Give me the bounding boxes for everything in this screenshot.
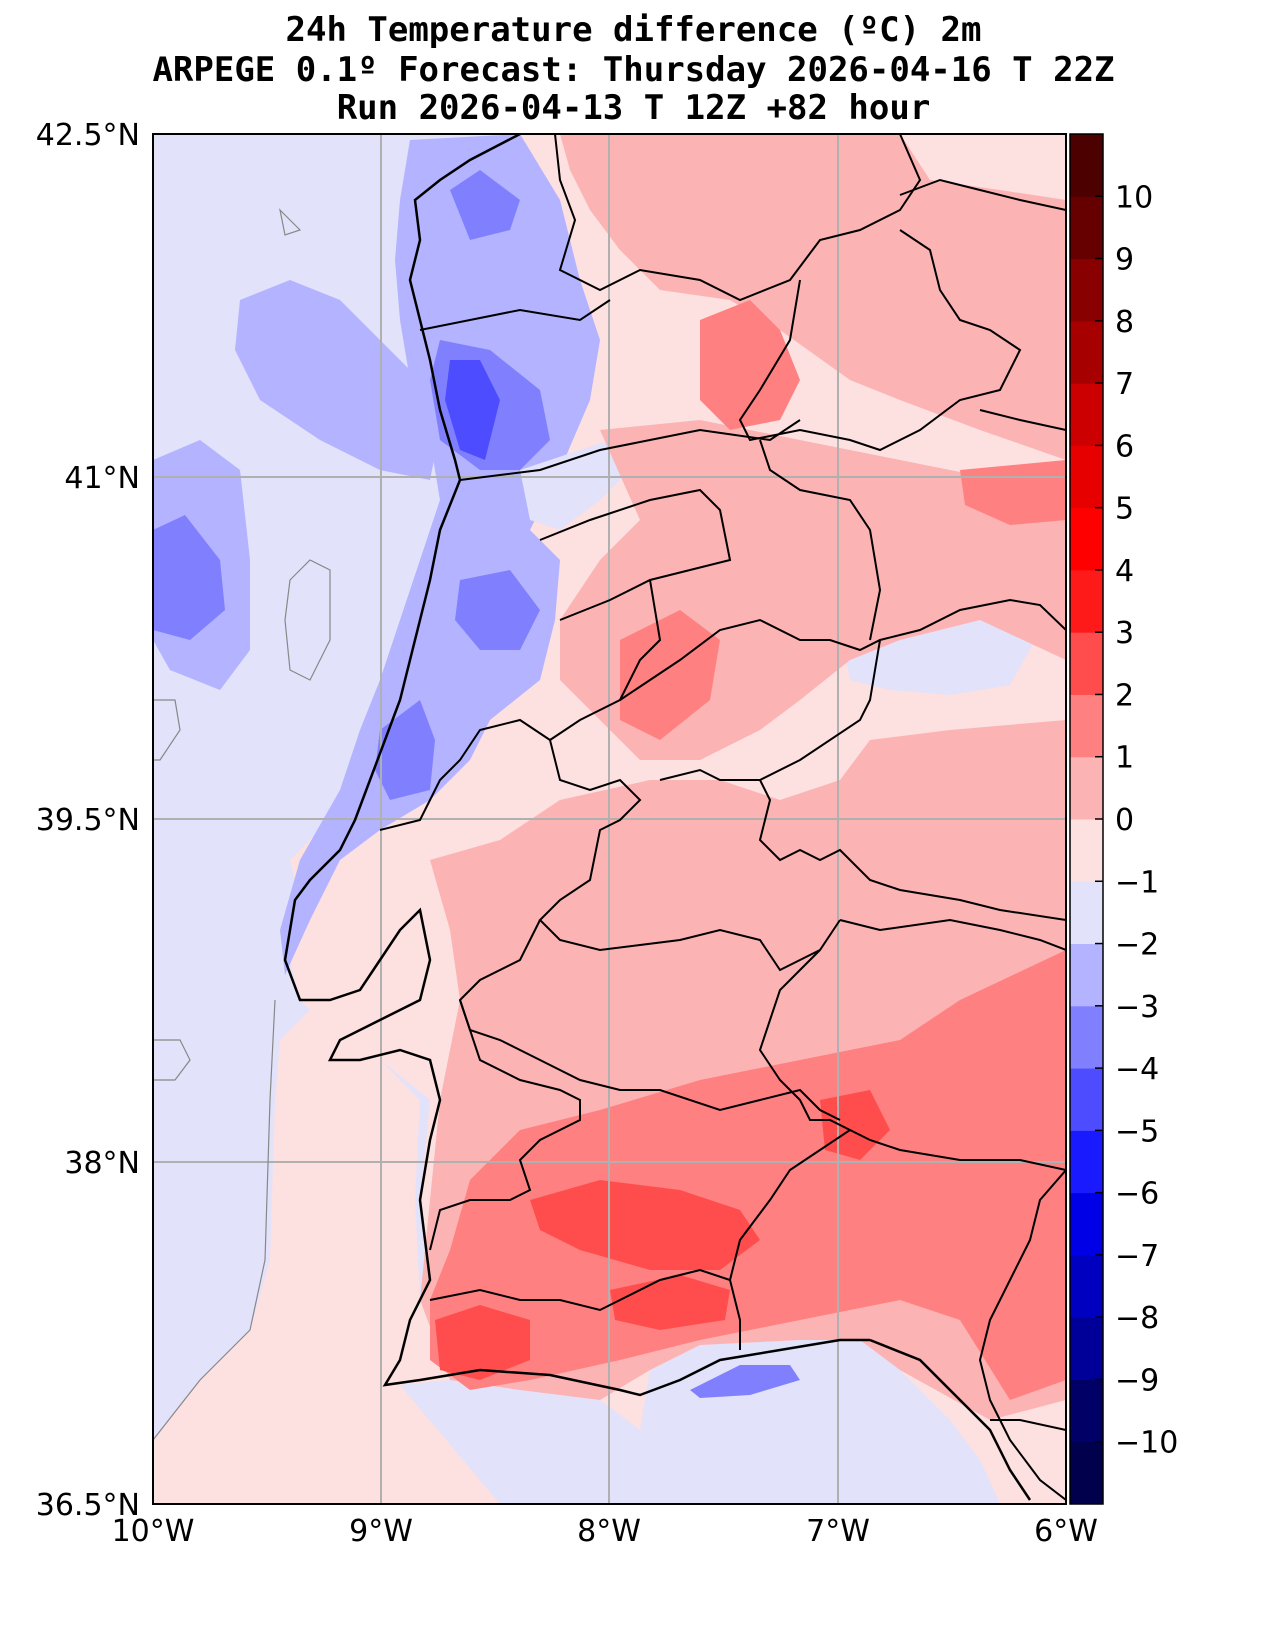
colorbar-segment (1070, 196, 1103, 260)
cold-core-north-edge (450, 170, 520, 240)
contour-lines (153, 208, 331, 1441)
coastline (283, 134, 870, 1397)
colorbar-label: 10 (1115, 180, 1153, 215)
colorbar-segment (1070, 1192, 1103, 1256)
colorbar-segment (1070, 881, 1103, 945)
colorbar-segment (1070, 694, 1103, 758)
cold-core-coast-middle (455, 570, 540, 650)
colorbar-label: 3 (1115, 616, 1134, 651)
cool-patch-east (845, 610, 1035, 695)
colorbar-segment (1070, 258, 1103, 322)
map-frame (152, 133, 1067, 1505)
colorbar-label: 2 (1115, 678, 1134, 713)
colorbar-segment (1070, 507, 1103, 571)
colorbar-segment (1070, 1005, 1103, 1069)
title-line-3: Run 2026-04-13 T 12Z +82 hour (336, 88, 931, 128)
colorbar-segment (1070, 1379, 1103, 1443)
hotter-core-south-coast (610, 1275, 730, 1330)
colorbar-segment (1070, 1130, 1103, 1194)
lat-label: 41°N (64, 461, 140, 496)
lon-label: 10°W (112, 1514, 195, 1549)
coastline-south-spain (869, 1338, 1032, 1501)
colorbar-label: −5 (1115, 1114, 1159, 1149)
colorbar-segment (1070, 320, 1103, 384)
lat-label: 38°N (64, 1146, 140, 1181)
colorbar-segment (1070, 1441, 1103, 1505)
colorbar-label: 5 (1115, 492, 1134, 527)
lon-label: 7°W (806, 1514, 870, 1549)
hot-zone-northeast (700, 300, 800, 430)
lon-label: 6°W (1034, 1514, 1098, 1549)
title-line-1: 24h Temperature difference (ºC) 2m (285, 10, 982, 50)
colorbar-segment (1070, 134, 1103, 197)
title-line-2: ARPEGE 0.1º Forecast: Thursday 2026-04-1… (152, 50, 1115, 90)
hotter-core-south (530, 1180, 760, 1270)
colorbar-label: 1 (1115, 741, 1134, 776)
warm-zone-north (560, 134, 1066, 460)
colorbar-segment (1070, 1068, 1103, 1131)
colorbar-label: −10 (1115, 1426, 1178, 1461)
colorbar-segment (1070, 569, 1103, 633)
colorbar-label: −9 (1115, 1363, 1159, 1398)
hot-zone-central (620, 610, 720, 740)
map-panel (153, 134, 1066, 1504)
offshore-warm-zone (153, 1000, 500, 1504)
colorbar-segment (1070, 943, 1103, 1007)
colorbar-label: 4 (1115, 554, 1134, 589)
lat-label: 39.5°N (36, 803, 140, 838)
cool-offshore-zone-north (235, 280, 440, 480)
colorbar-label: −3 (1115, 990, 1159, 1025)
colorbar-label: 8 (1115, 305, 1134, 340)
colorbar-label: 6 (1115, 429, 1134, 464)
latitude-labels: 42.5°N 41°N 39.5°N 38°N 36.5°N (36, 118, 140, 1523)
colorbar-label: −4 (1115, 1052, 1159, 1087)
colorbar-label: −2 (1115, 928, 1159, 963)
lat-label: 36.5°N (36, 1488, 140, 1523)
cool-coastal-zone (280, 134, 600, 975)
lon-label: 9°W (349, 1514, 413, 1549)
cold-core-west (153, 515, 225, 640)
district-borders (379, 134, 1066, 1501)
hot-zone-alentejo (430, 950, 1066, 1400)
colorbar-label: −6 (1115, 1177, 1159, 1212)
colorbar-segment (1070, 383, 1103, 446)
longitude-labels: 10°W 9°W 8°W 7°W 6°W (112, 1514, 1098, 1549)
colorbar-label: −1 (1115, 865, 1159, 900)
colorbar-label: 7 (1115, 367, 1134, 402)
lon-label: 8°W (577, 1514, 641, 1549)
cold-core-coast-north-deep (445, 360, 500, 460)
colorbar-label: −8 (1115, 1301, 1159, 1336)
colorbar-segment (1070, 1317, 1103, 1380)
colorbar-segment (1070, 819, 1103, 882)
hotter-core-southwest (435, 1305, 530, 1380)
gridlines (153, 134, 1066, 1504)
colorbar-label: 0 (1115, 803, 1134, 838)
colorbar-segment (1070, 632, 1103, 695)
lat-label: 42.5°N (36, 118, 140, 153)
cold-patch-south-coast (690, 1365, 800, 1398)
colorbar-segment (1070, 445, 1103, 509)
colorbar-label: −7 (1115, 1239, 1159, 1274)
colorbar-segment (1070, 1254, 1103, 1318)
colorbar-label: 9 (1115, 243, 1134, 278)
colorbar-segment (1070, 756, 1103, 820)
